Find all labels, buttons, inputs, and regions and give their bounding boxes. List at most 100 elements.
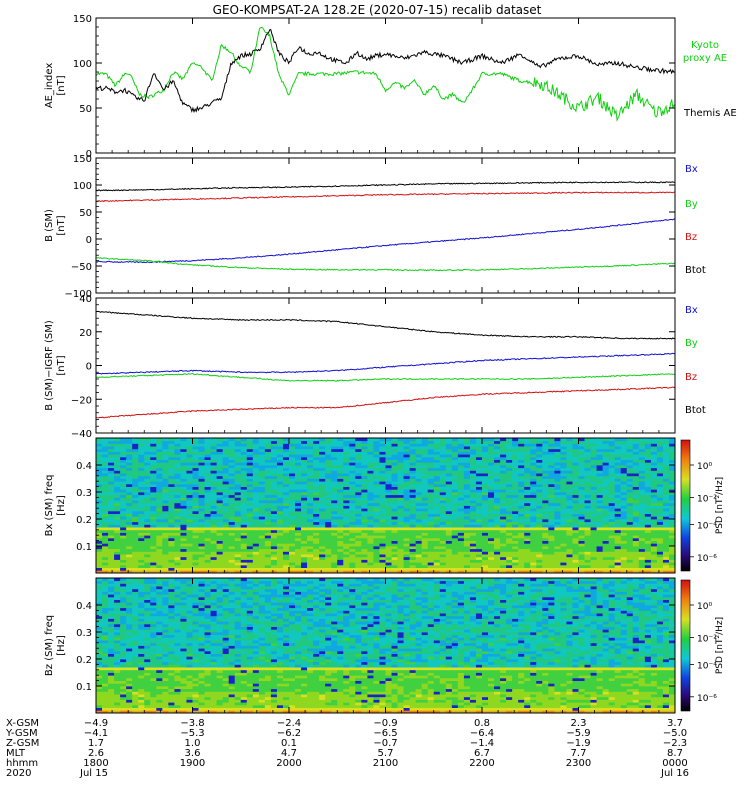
spectrogram-cell <box>228 494 236 498</box>
spectrogram-cell <box>433 554 441 558</box>
spectrogram-cell <box>415 483 423 487</box>
spectrogram-cell <box>180 451 187 455</box>
spectrogram-cell <box>578 502 585 506</box>
spectrogram-cell <box>325 454 332 458</box>
spectrogram-cell <box>222 492 230 496</box>
spectrogram-cell <box>168 521 175 525</box>
spectrogram-cell <box>542 540 549 544</box>
spectrogram-cell <box>313 508 320 512</box>
spectrogram-cell <box>180 524 187 528</box>
spectrogram-cell <box>343 521 350 525</box>
spectrogram-cell <box>638 459 646 463</box>
spectrogram-cell <box>295 519 302 523</box>
spectrogram-cell <box>192 456 199 460</box>
spectrogram-cell <box>560 546 567 550</box>
spectrogram-cell <box>608 554 616 558</box>
spectrogram-cell <box>506 556 513 560</box>
spectrogram-cell <box>198 443 205 447</box>
spectrogram-cell <box>391 483 398 487</box>
spectrogram-cell <box>331 532 338 536</box>
spectrogram-cell <box>331 475 338 479</box>
spectrogram-cell <box>530 451 537 455</box>
spectrogram-cell <box>451 535 459 539</box>
spectrogram-cell <box>210 467 218 471</box>
spectrogram-cell <box>307 540 314 544</box>
spectrogram-cell <box>494 554 501 558</box>
spectrogram-cell <box>638 502 646 506</box>
spectrogram-cell <box>626 446 634 450</box>
spectrogram-cell <box>246 527 254 531</box>
spectrogram-cell <box>270 516 278 520</box>
spectrogram-cell <box>500 451 507 455</box>
spectrogram-cell <box>409 551 417 555</box>
spectrogram-cell <box>120 481 127 485</box>
spectrogram-cell <box>656 540 664 544</box>
spectrogram-cell <box>596 456 604 460</box>
legend-label-by: By <box>685 199 698 210</box>
spectrogram-cell <box>608 543 616 547</box>
spectrogram-cell <box>355 446 362 450</box>
spectrogram-cell <box>114 473 121 477</box>
spectrogram-cell <box>451 492 459 496</box>
spectrogram-cell <box>240 551 248 555</box>
spectrogram-cell <box>614 559 622 563</box>
spectrogram-cell <box>578 467 585 471</box>
spectrogram-cell <box>331 473 338 477</box>
spectrogram-cell <box>632 494 640 498</box>
spectrogram-cell <box>632 470 640 474</box>
spectrogram-cell <box>488 535 495 539</box>
spectrogram-cell <box>210 438 218 442</box>
spectrogram-cell <box>222 465 230 469</box>
spectrogram-cell <box>186 567 193 571</box>
spectrogram-cell <box>180 567 187 571</box>
spectrogram-cell <box>554 470 561 474</box>
spectrogram-cell <box>132 486 139 490</box>
spectrogram-cell <box>156 483 163 487</box>
spectrogram-cell <box>162 481 169 485</box>
spectrogram-cell <box>554 462 561 466</box>
spectrogram-cell <box>373 470 380 474</box>
spectrogram-cell <box>108 486 115 490</box>
spectrogram-cell <box>126 556 133 560</box>
spectrogram-cell <box>198 440 205 444</box>
spectrogram-cell <box>391 548 398 552</box>
spectrogram-cell <box>379 483 386 487</box>
spectrogram-cell <box>343 438 350 442</box>
spectrogram-cell <box>313 532 320 536</box>
spectrogram-cell <box>276 475 284 479</box>
spectrogram-cell <box>644 497 652 501</box>
spectrogram-cell <box>295 532 302 536</box>
spectrogram-cell <box>427 467 435 471</box>
spectrogram-cell <box>222 540 230 544</box>
spectrogram-cell <box>264 483 272 487</box>
spectrogram-cell <box>313 559 320 563</box>
spectrogram-cell <box>174 462 181 466</box>
spectrogram-cell <box>150 492 157 496</box>
spectrogram-cell <box>439 567 447 571</box>
spectrogram-cell <box>349 443 356 447</box>
spectrogram-cell <box>132 532 139 536</box>
spectrogram-cell <box>331 448 338 452</box>
spectrogram-cell <box>397 505 404 509</box>
spectrogram-cell <box>198 456 205 460</box>
spectrogram-cell <box>343 497 350 501</box>
spectrogram-cell <box>439 454 447 458</box>
spectrogram-cell <box>252 465 260 469</box>
spectrogram-cell <box>482 532 489 536</box>
spectrogram-cell <box>216 462 224 466</box>
spectrogram-cell <box>656 489 664 493</box>
spectrogram-cell <box>210 486 218 490</box>
spectrogram-cell <box>379 454 386 458</box>
spectrogram-cell <box>620 535 628 539</box>
spectrogram-cell <box>608 519 616 523</box>
spectrogram-cell <box>258 454 266 458</box>
spectrogram-cell <box>415 527 423 531</box>
spectrogram-cell <box>644 446 652 450</box>
spectrogram-cell <box>264 567 272 571</box>
spectrogram-cell <box>120 475 127 479</box>
spectrogram-cell <box>276 492 284 496</box>
spectrogram-cell <box>331 546 338 550</box>
spectrogram-cell <box>180 494 187 498</box>
spectrogram-cell <box>246 443 254 447</box>
spectrogram-cell <box>566 546 573 550</box>
